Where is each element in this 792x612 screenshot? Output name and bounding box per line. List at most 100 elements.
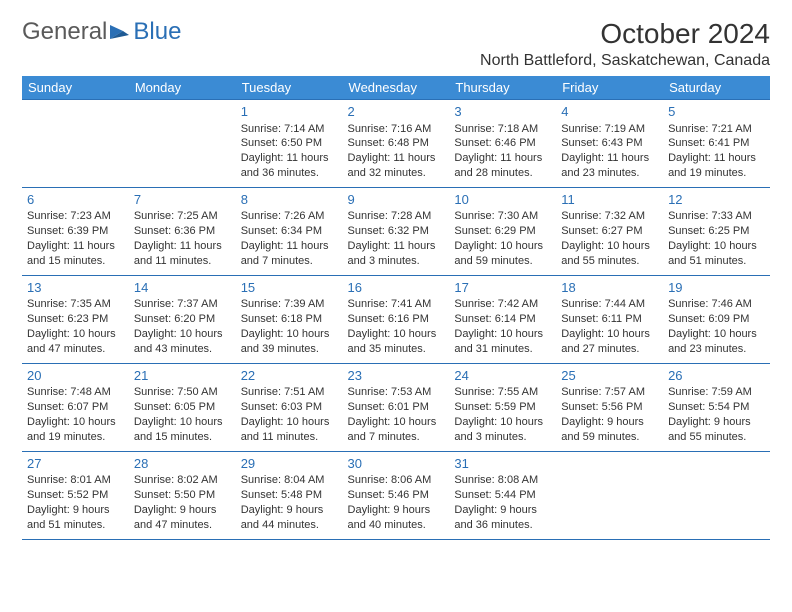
day-number: 19 [668, 279, 765, 297]
day-cell [22, 100, 129, 188]
daylight-text: Daylight: 10 hours and 39 minutes. [241, 327, 338, 357]
sunset-text: Sunset: 5:59 PM [454, 400, 551, 415]
sunrise-text: Sunrise: 7:46 AM [668, 297, 765, 312]
day-cell: 19Sunrise: 7:46 AMSunset: 6:09 PMDayligh… [663, 275, 770, 363]
sunset-text: Sunset: 6:09 PM [668, 312, 765, 327]
sunset-text: Sunset: 6:36 PM [134, 224, 231, 239]
sunset-text: Sunset: 5:52 PM [27, 488, 124, 503]
sunrise-text: Sunrise: 7:21 AM [668, 122, 765, 137]
day-cell: 28Sunrise: 8:02 AMSunset: 5:50 PMDayligh… [129, 451, 236, 539]
day-number: 22 [241, 367, 338, 385]
dayname-sat: Saturday [663, 76, 770, 100]
logo-text-general: General [22, 18, 107, 46]
day-number: 5 [668, 103, 765, 121]
daylight-text: Daylight: 11 hours and 23 minutes. [561, 151, 658, 181]
day-number: 15 [241, 279, 338, 297]
daylight-text: Daylight: 9 hours and 55 minutes. [668, 415, 765, 445]
day-cell [663, 451, 770, 539]
day-number: 24 [454, 367, 551, 385]
sunset-text: Sunset: 5:54 PM [668, 400, 765, 415]
day-number: 1 [241, 103, 338, 121]
daylight-text: Daylight: 11 hours and 7 minutes. [241, 239, 338, 269]
day-cell: 25Sunrise: 7:57 AMSunset: 5:56 PMDayligh… [556, 363, 663, 451]
daylight-text: Daylight: 9 hours and 40 minutes. [348, 503, 445, 533]
location: North Battleford, Saskatchewan, Canada [480, 52, 770, 70]
sunset-text: Sunset: 6:50 PM [241, 136, 338, 151]
sunrise-text: Sunrise: 7:32 AM [561, 209, 658, 224]
daylight-text: Daylight: 9 hours and 59 minutes. [561, 415, 658, 445]
header: General Blue October 2024 North Battlefo… [22, 18, 770, 70]
daylight-text: Daylight: 11 hours and 11 minutes. [134, 239, 231, 269]
day-number: 26 [668, 367, 765, 385]
daylight-text: Daylight: 9 hours and 36 minutes. [454, 503, 551, 533]
sunset-text: Sunset: 6:20 PM [134, 312, 231, 327]
sunrise-text: Sunrise: 7:50 AM [134, 385, 231, 400]
sunrise-text: Sunrise: 7:42 AM [454, 297, 551, 312]
day-cell: 17Sunrise: 7:42 AMSunset: 6:14 PMDayligh… [449, 275, 556, 363]
day-cell: 7Sunrise: 7:25 AMSunset: 6:36 PMDaylight… [129, 187, 236, 275]
week-row: 27Sunrise: 8:01 AMSunset: 5:52 PMDayligh… [22, 451, 770, 539]
sunrise-text: Sunrise: 7:57 AM [561, 385, 658, 400]
day-cell: 21Sunrise: 7:50 AMSunset: 6:05 PMDayligh… [129, 363, 236, 451]
sunset-text: Sunset: 6:23 PM [27, 312, 124, 327]
daylight-text: Daylight: 10 hours and 35 minutes. [348, 327, 445, 357]
day-cell: 11Sunrise: 7:32 AMSunset: 6:27 PMDayligh… [556, 187, 663, 275]
sunset-text: Sunset: 6:39 PM [27, 224, 124, 239]
day-cell: 3Sunrise: 7:18 AMSunset: 6:46 PMDaylight… [449, 100, 556, 188]
daylight-text: Daylight: 10 hours and 15 minutes. [134, 415, 231, 445]
day-number: 14 [134, 279, 231, 297]
day-number: 6 [27, 191, 124, 209]
day-cell: 29Sunrise: 8:04 AMSunset: 5:48 PMDayligh… [236, 451, 343, 539]
sunrise-text: Sunrise: 7:33 AM [668, 209, 765, 224]
day-cell: 13Sunrise: 7:35 AMSunset: 6:23 PMDayligh… [22, 275, 129, 363]
sunrise-text: Sunrise: 7:37 AM [134, 297, 231, 312]
daylight-text: Daylight: 11 hours and 28 minutes. [454, 151, 551, 181]
day-cell: 27Sunrise: 8:01 AMSunset: 5:52 PMDayligh… [22, 451, 129, 539]
day-number: 31 [454, 455, 551, 473]
daylight-text: Daylight: 11 hours and 19 minutes. [668, 151, 765, 181]
day-cell: 26Sunrise: 7:59 AMSunset: 5:54 PMDayligh… [663, 363, 770, 451]
sunset-text: Sunset: 6:48 PM [348, 136, 445, 151]
sunset-text: Sunset: 6:25 PM [668, 224, 765, 239]
day-cell: 22Sunrise: 7:51 AMSunset: 6:03 PMDayligh… [236, 363, 343, 451]
daylight-text: Daylight: 10 hours and 23 minutes. [668, 327, 765, 357]
day-number: 2 [348, 103, 445, 121]
day-cell: 8Sunrise: 7:26 AMSunset: 6:34 PMDaylight… [236, 187, 343, 275]
sunrise-text: Sunrise: 7:44 AM [561, 297, 658, 312]
day-cell: 18Sunrise: 7:44 AMSunset: 6:11 PMDayligh… [556, 275, 663, 363]
sunrise-text: Sunrise: 8:06 AM [348, 473, 445, 488]
daylight-text: Daylight: 10 hours and 27 minutes. [561, 327, 658, 357]
sunrise-text: Sunrise: 7:14 AM [241, 122, 338, 137]
day-cell: 14Sunrise: 7:37 AMSunset: 6:20 PMDayligh… [129, 275, 236, 363]
day-cell: 24Sunrise: 7:55 AMSunset: 5:59 PMDayligh… [449, 363, 556, 451]
sunset-text: Sunset: 6:27 PM [561, 224, 658, 239]
day-cell: 10Sunrise: 7:30 AMSunset: 6:29 PMDayligh… [449, 187, 556, 275]
daylight-text: Daylight: 10 hours and 3 minutes. [454, 415, 551, 445]
sunset-text: Sunset: 6:16 PM [348, 312, 445, 327]
sunset-text: Sunset: 6:46 PM [454, 136, 551, 151]
day-number: 7 [134, 191, 231, 209]
sunset-text: Sunset: 5:48 PM [241, 488, 338, 503]
logo: General Blue [22, 18, 181, 46]
logo-text-blue: Blue [133, 18, 181, 46]
sunrise-text: Sunrise: 7:59 AM [668, 385, 765, 400]
sunrise-text: Sunrise: 7:19 AM [561, 122, 658, 137]
sunrise-text: Sunrise: 8:02 AM [134, 473, 231, 488]
sunset-text: Sunset: 6:01 PM [348, 400, 445, 415]
sunrise-text: Sunrise: 7:23 AM [27, 209, 124, 224]
sunrise-text: Sunrise: 7:26 AM [241, 209, 338, 224]
sunrise-text: Sunrise: 7:28 AM [348, 209, 445, 224]
day-number: 3 [454, 103, 551, 121]
day-cell: 2Sunrise: 7:16 AMSunset: 6:48 PMDaylight… [343, 100, 450, 188]
dayname-tue: Tuesday [236, 76, 343, 100]
sunset-text: Sunset: 6:34 PM [241, 224, 338, 239]
sunrise-text: Sunrise: 8:08 AM [454, 473, 551, 488]
daylight-text: Daylight: 10 hours and 47 minutes. [27, 327, 124, 357]
sunrise-text: Sunrise: 8:01 AM [27, 473, 124, 488]
day-cell: 31Sunrise: 8:08 AMSunset: 5:44 PMDayligh… [449, 451, 556, 539]
day-number: 29 [241, 455, 338, 473]
daylight-text: Daylight: 9 hours and 44 minutes. [241, 503, 338, 533]
daylight-text: Daylight: 10 hours and 43 minutes. [134, 327, 231, 357]
dayname-sun: Sunday [22, 76, 129, 100]
day-number: 9 [348, 191, 445, 209]
